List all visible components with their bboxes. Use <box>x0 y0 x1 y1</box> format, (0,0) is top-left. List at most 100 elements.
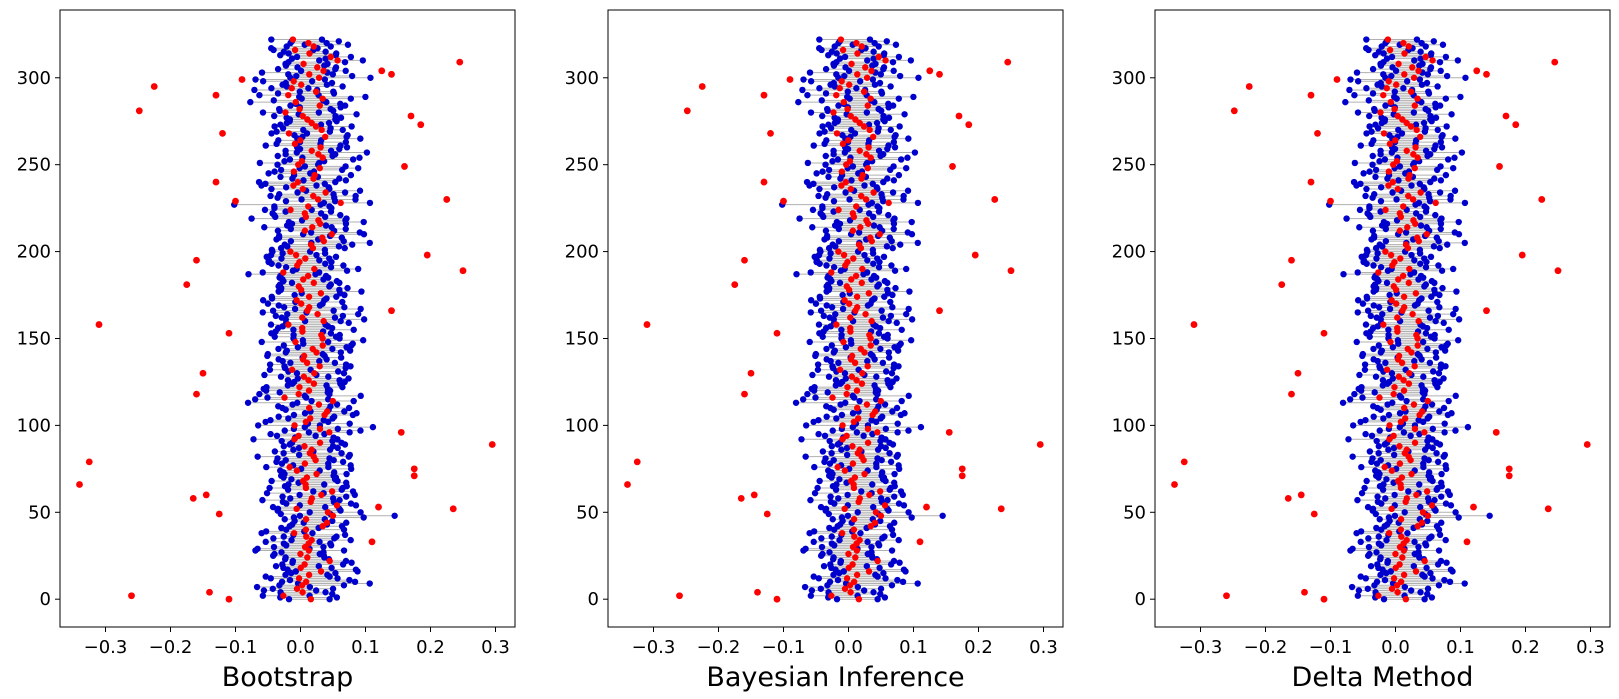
interval-lower-point <box>1369 161 1376 168</box>
interval-upper-point <box>884 286 891 294</box>
estimate-point <box>1388 297 1395 304</box>
estimate-point <box>1394 314 1401 321</box>
estimate-point <box>285 91 292 99</box>
x-tick-label: −0.3 <box>84 637 128 658</box>
outlier-point <box>1538 196 1546 203</box>
interval-upper-point <box>888 262 895 269</box>
interval-lower-point <box>802 453 809 460</box>
interval-upper-point <box>330 88 337 95</box>
interval-lower-point <box>839 131 846 139</box>
estimate-point <box>1400 39 1407 47</box>
interval-upper-point <box>1422 264 1430 271</box>
interval-upper-point <box>1442 500 1450 507</box>
interval-lower-point <box>1377 208 1384 215</box>
interval-lower-point <box>864 57 871 64</box>
interval-lower-point <box>277 166 285 174</box>
outlier-point <box>1294 369 1302 377</box>
interval-lower-point <box>1372 121 1379 128</box>
interval-upper-point <box>317 121 325 128</box>
interval-upper-point <box>1444 156 1452 163</box>
interval-upper-point <box>321 76 329 83</box>
interval-upper-point <box>875 403 882 410</box>
interval-lower-point <box>822 65 830 73</box>
interval-lower-point <box>281 158 288 165</box>
interval-lower-point <box>1345 436 1352 443</box>
estimate-point <box>302 516 310 523</box>
interval-upper-point <box>879 314 887 321</box>
interval-lower-point <box>825 121 832 128</box>
interval-upper-point <box>1417 222 1425 229</box>
interval-lower-point <box>816 36 823 43</box>
interval-upper-point <box>1486 512 1493 519</box>
estimate-point <box>301 460 309 467</box>
interval-lower-point <box>826 314 833 321</box>
estimate-point <box>1395 373 1403 380</box>
estimate-point <box>314 310 321 318</box>
interval-upper-point <box>323 81 331 88</box>
interval-upper-point <box>321 481 328 488</box>
interval-upper-point <box>887 83 894 90</box>
interval-upper-point <box>1432 317 1439 325</box>
interval-lower-point <box>1377 264 1385 271</box>
estimate-point <box>291 422 298 429</box>
interval-lower-point <box>822 152 829 160</box>
interval-upper-point <box>889 531 897 539</box>
outlier-point <box>698 83 706 90</box>
estimate-point <box>298 158 306 165</box>
outlier-point <box>1288 256 1295 264</box>
interval-lower-point <box>835 102 842 109</box>
estimate-point <box>311 265 318 273</box>
estimate-point <box>300 60 307 68</box>
interval-lower-point <box>835 359 842 367</box>
interval-upper-point <box>897 488 905 495</box>
interval-lower-point <box>1357 573 1364 580</box>
interval-lower-point <box>289 557 297 565</box>
interval-upper-point <box>322 589 329 596</box>
interval-lower-point <box>829 241 836 248</box>
outlier-point <box>991 196 999 203</box>
interval-upper-point <box>343 267 351 274</box>
interval-lower-point <box>269 503 277 511</box>
interval-upper-point <box>1449 265 1457 273</box>
interval-lower-point <box>284 377 292 384</box>
interval-upper-point <box>1424 345 1431 353</box>
estimate-point <box>1411 102 1418 109</box>
estimate-point <box>296 383 303 391</box>
estimate-point <box>1412 568 1420 575</box>
interval-lower-point <box>1369 227 1377 234</box>
interval-upper-point <box>360 316 368 323</box>
interval-lower-point <box>1383 476 1390 483</box>
estimate-point <box>865 568 873 575</box>
estimate-point <box>300 352 308 360</box>
interval-lower-point <box>1371 191 1378 198</box>
estimate-point <box>847 324 854 332</box>
interval-upper-point <box>895 95 903 102</box>
interval-lower-point <box>807 109 815 116</box>
interval-upper-point <box>340 582 348 589</box>
interval-lower-point <box>836 279 844 287</box>
estimate-point <box>850 578 858 586</box>
interval-upper-point <box>1424 495 1432 502</box>
interval-upper-point <box>342 557 350 565</box>
interval-lower-point <box>259 309 266 316</box>
interval-upper-point <box>890 163 897 170</box>
interval-lower-point <box>1390 93 1398 101</box>
outlier-point <box>949 163 956 170</box>
interval-upper-point <box>1454 57 1462 64</box>
estimate-point <box>301 210 309 217</box>
interval-upper-point <box>1453 288 1460 295</box>
interval-lower-point <box>849 410 857 417</box>
interval-lower-point <box>1363 36 1370 43</box>
interval-upper-point <box>1432 354 1440 361</box>
interval-upper-point <box>872 571 879 579</box>
interval-upper-point <box>853 85 860 92</box>
interval-upper-point <box>870 272 878 280</box>
interval-upper-point <box>313 251 320 259</box>
estimate-point <box>294 178 302 186</box>
interval-lower-point <box>1374 493 1381 500</box>
interval-lower-point <box>834 156 842 163</box>
outlier-point <box>135 107 143 115</box>
estimate-point <box>299 112 306 120</box>
interval-upper-point <box>342 177 350 184</box>
interval-upper-point <box>1442 95 1450 102</box>
